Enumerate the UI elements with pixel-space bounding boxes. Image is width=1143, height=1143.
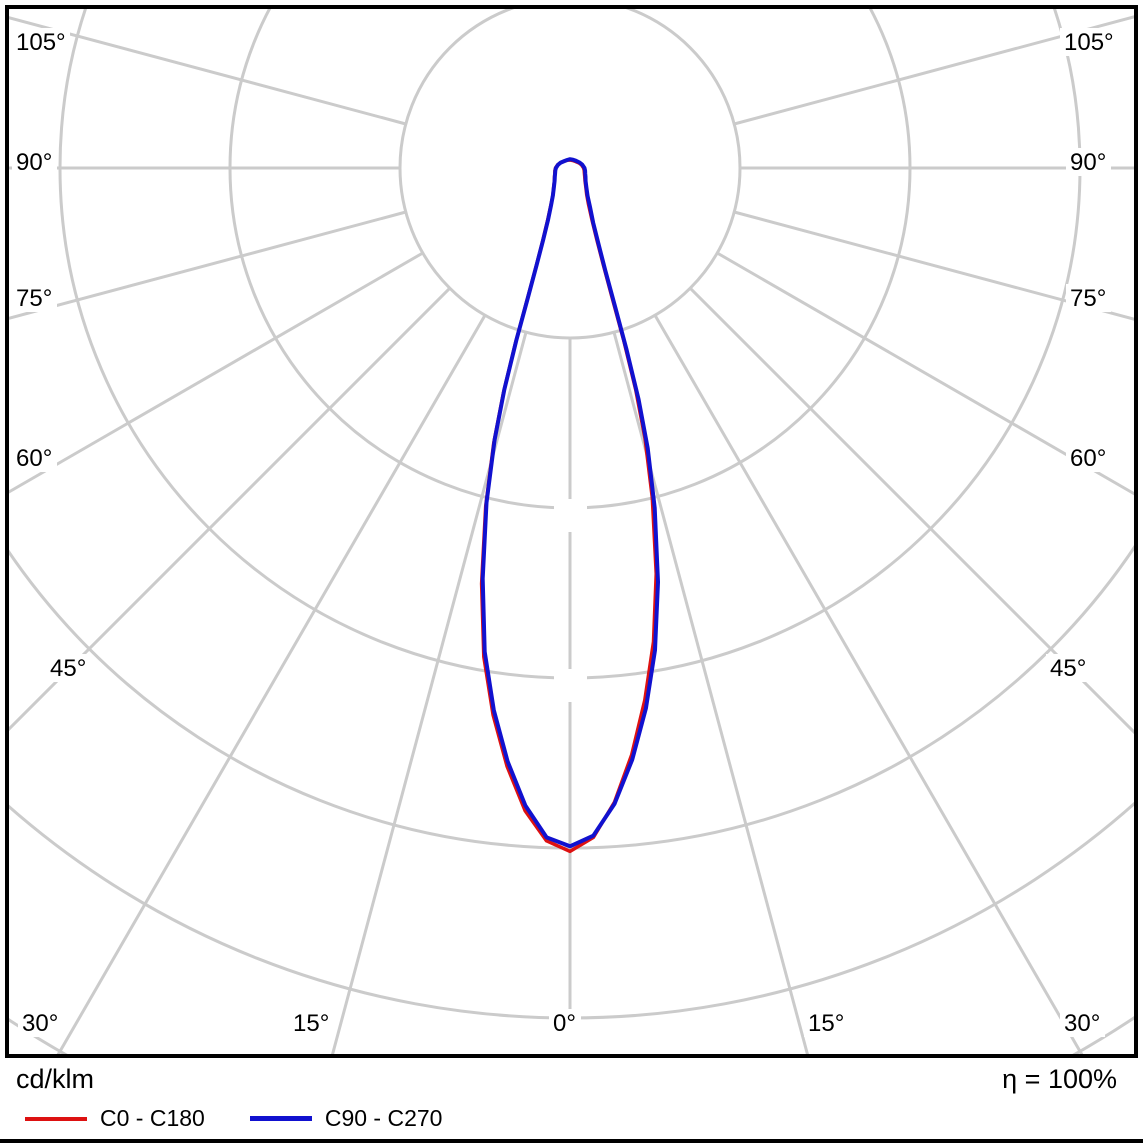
grid-ray xyxy=(733,210,1136,322)
angle-label-bg xyxy=(18,1009,63,1037)
angle-label-bg xyxy=(1066,444,1111,472)
curve-c90-c270 xyxy=(480,157,660,849)
angle-label-bg xyxy=(804,1009,849,1037)
grid-ray xyxy=(733,14,1136,126)
c0-c180-line-swatch xyxy=(25,1116,87,1121)
angle-label: 45° xyxy=(1050,655,1086,682)
angle-label: 45° xyxy=(50,655,86,682)
angle-label-bg xyxy=(12,148,57,176)
legend-label-c90-c270: C90 - C270 xyxy=(324,1105,443,1131)
efficiency-label: η = 100% xyxy=(1002,1064,1117,1094)
angle-label-bg xyxy=(46,654,91,682)
footer-row: cd/klm η = 100% xyxy=(0,1061,1143,1095)
unit-label: cd/klm xyxy=(16,1064,95,1094)
blank-value-box xyxy=(554,499,587,532)
angle-label: 30° xyxy=(22,1010,58,1037)
angle-label: 75° xyxy=(16,285,52,312)
angle-label-bg xyxy=(1066,148,1111,176)
angle-label-bg xyxy=(12,284,57,312)
grid-ray xyxy=(7,251,424,495)
angle-label-bg xyxy=(1060,1009,1105,1037)
angle-label: 90° xyxy=(1070,149,1106,176)
grid-ray xyxy=(716,251,1136,497)
grid-ray xyxy=(612,331,810,1056)
angle-label-bg xyxy=(289,1009,334,1037)
angle-label: 60° xyxy=(1070,445,1106,472)
angle-label: 75° xyxy=(1070,285,1106,312)
grid-ray xyxy=(653,314,1085,1056)
angle-label-bg xyxy=(1066,284,1111,312)
grid-ray xyxy=(7,287,451,734)
bottom-divider xyxy=(0,1139,1143,1143)
angle-label: 15° xyxy=(293,1010,329,1037)
angle-label-bg xyxy=(1046,654,1091,682)
blank-value-box xyxy=(554,669,587,702)
c90-c270-line-swatch xyxy=(249,1116,312,1121)
legend-item-c0-c180: C0 - C180 xyxy=(25,1105,205,1132)
grid-ray xyxy=(689,287,1136,737)
angle-label: 105° xyxy=(1064,29,1114,56)
angle-label: 90° xyxy=(16,149,52,176)
grid-ring xyxy=(398,7,742,340)
legend-label-c0-c180: C0 - C180 xyxy=(100,1105,205,1131)
angle-label: 60° xyxy=(16,445,52,472)
angle-label: 15° xyxy=(808,1010,844,1037)
plot-border xyxy=(5,5,1138,1058)
polar-intensity-diagram: 105° 90° 75° 60° 45° 30° 105° 90° 75° 60° 45° 30° 15… xyxy=(5,5,1138,1058)
grid-ray xyxy=(330,331,528,1056)
grid-ray xyxy=(55,314,487,1056)
legend: C0 - C180 C90 - C270 xyxy=(0,1105,1143,1132)
grid-ray xyxy=(7,210,407,321)
angle-label-bg xyxy=(12,444,57,472)
angle-label: 30° xyxy=(1064,1010,1100,1037)
angle-label-bg xyxy=(549,1009,581,1037)
angle-label: 105° xyxy=(16,29,66,56)
angle-label-bg xyxy=(12,28,70,56)
legend-item-c90-c270: C90 - C270 xyxy=(249,1105,443,1132)
grid-ray xyxy=(7,15,407,126)
angle-label-bg xyxy=(1060,28,1118,56)
angle-label: 0° xyxy=(553,1010,576,1037)
chart-footer: cd/klm η = 100% C0 - C180 C90 - C270 xyxy=(0,1061,1143,1139)
